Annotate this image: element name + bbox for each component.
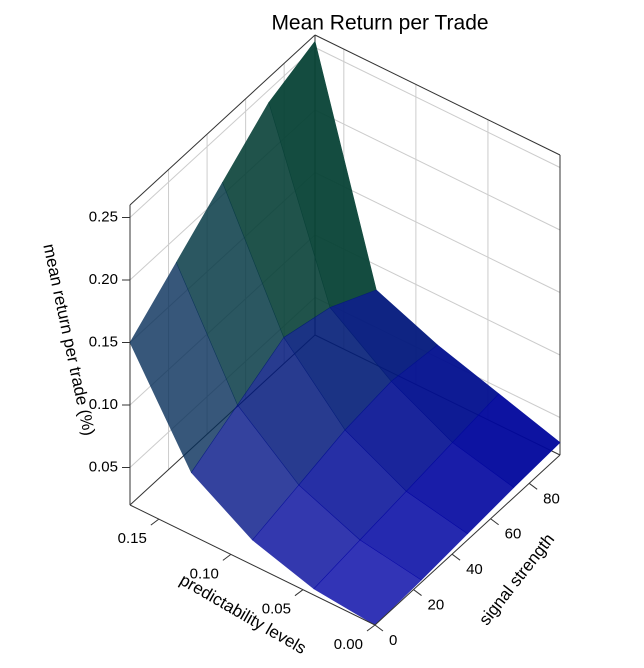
x-tick-label: 0.00 — [334, 636, 363, 653]
box-edge — [314, 34, 561, 156]
tick-mark — [222, 554, 232, 561]
tick-mark — [528, 482, 538, 490]
tick-mark — [451, 553, 461, 561]
box-edge — [129, 34, 316, 206]
z-tick-label: 0.10 — [89, 396, 118, 413]
tick-mark — [490, 518, 499, 526]
x-tick-label: 0.15 — [118, 530, 147, 547]
y-tick-label: 60 — [505, 526, 522, 543]
grid-line — [314, 172, 561, 293]
y-tick-label: 80 — [543, 490, 560, 507]
surface-face — [313, 539, 422, 626]
z-tick-label: 0.25 — [89, 208, 118, 225]
x-tick-label: 0.10 — [190, 565, 219, 582]
grid-line — [314, 47, 561, 168]
y-axis-title: signal strength — [475, 530, 558, 629]
tick-mark — [374, 624, 384, 632]
y-tick-label: 0 — [389, 632, 397, 649]
z-tick-label: 0.05 — [89, 458, 118, 475]
tick-mark — [366, 624, 376, 632]
y-tick-label: 20 — [428, 597, 445, 614]
y-tick-label: 40 — [466, 561, 483, 578]
box-edge — [129, 504, 376, 626]
x-tick-label: 0.05 — [262, 601, 291, 618]
grid-line — [314, 109, 561, 231]
chart-title: Mean Return per Trade — [271, 12, 488, 35]
z-tick-label: 0.15 — [89, 333, 118, 350]
tick-mark — [413, 589, 422, 596]
tick-mark — [150, 518, 160, 526]
tick-mark — [294, 589, 304, 597]
z-tick-label: 0.20 — [89, 271, 118, 288]
